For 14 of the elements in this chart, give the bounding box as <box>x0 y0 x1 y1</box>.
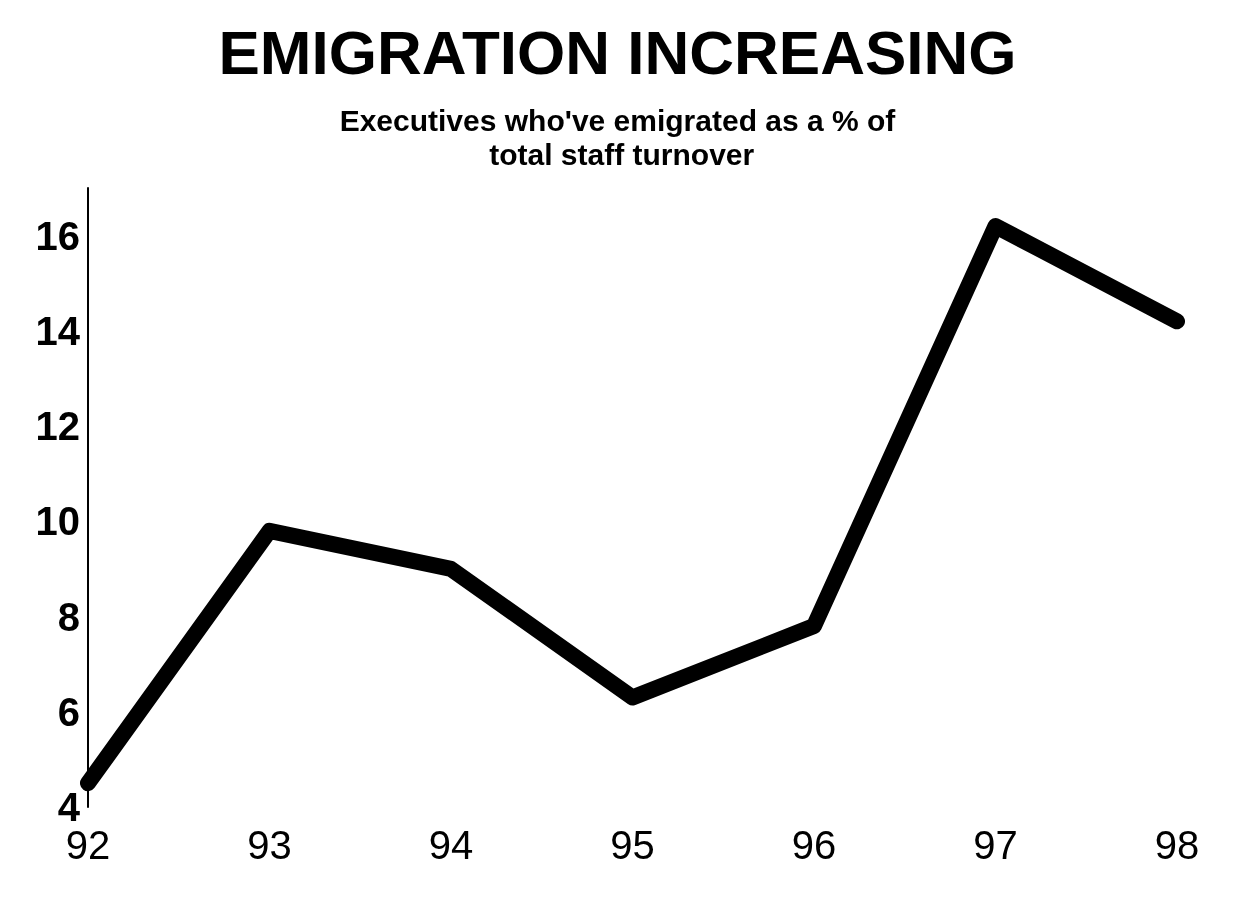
x-tick-label: 97 <box>973 823 1018 867</box>
x-tick-label: 96 <box>791 823 837 867</box>
y-tick-label: 16 <box>35 213 80 258</box>
chart-subtitle: Executives who've emigrated as a % of total staff turnover <box>339 103 897 171</box>
x-tick-label: 98 <box>1154 823 1200 867</box>
x-tick-label: 94 <box>428 823 474 867</box>
x-tick-label: 95 <box>610 823 655 867</box>
y-tick-label: 6 <box>57 689 80 734</box>
chart-title: EMIGRATION INCREASING <box>218 17 1017 87</box>
x-tick-label: 93 <box>247 823 292 867</box>
y-tick-label: 10 <box>35 499 80 544</box>
y-tick-label: 14 <box>35 308 81 353</box>
y-tick-label: 12 <box>35 404 80 449</box>
y-tick-label: 8 <box>57 594 80 639</box>
